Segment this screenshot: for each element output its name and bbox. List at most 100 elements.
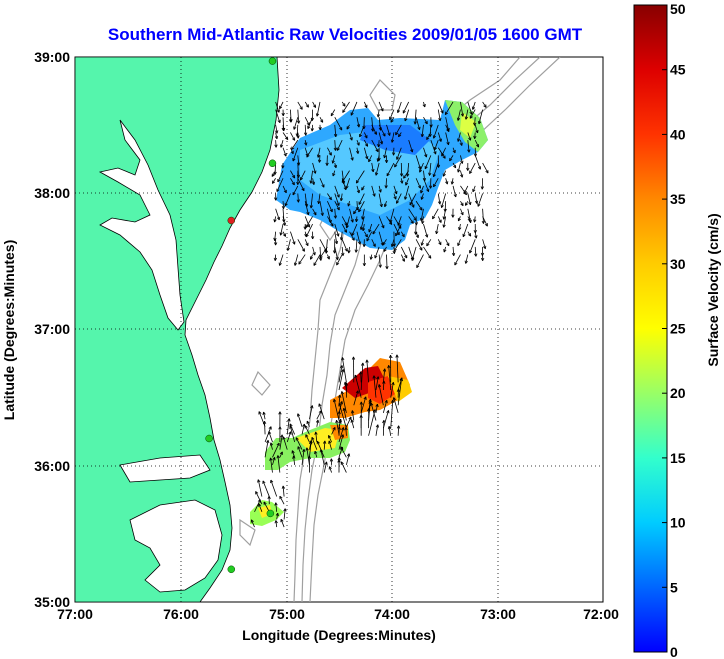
velocity-arrow-head — [430, 185, 433, 189]
velocity-arrow — [312, 208, 317, 216]
velocity-arrow-head — [296, 133, 299, 137]
albemarle-sound — [119, 454, 211, 483]
velocity-arrow — [452, 246, 455, 256]
velocity-arrow — [350, 101, 358, 116]
velocity-arrow-head — [394, 165, 398, 168]
velocity-arrow — [340, 446, 347, 458]
velocity-arrow — [358, 193, 365, 205]
velocity-arrow — [318, 155, 321, 163]
velocity-arrow-head — [342, 110, 346, 113]
velocity-arrow-head — [306, 203, 309, 207]
velocity-arrow-head — [355, 390, 359, 394]
velocity-arrow — [270, 442, 273, 450]
velocity-arrow — [344, 381, 347, 391]
velocity-arrow — [426, 239, 432, 247]
velocity-arrow — [482, 239, 486, 249]
velocity-arrow — [316, 419, 319, 427]
velocity-arrow — [275, 502, 278, 512]
velocity-arrow — [462, 223, 469, 237]
velocity-arrow-head — [367, 408, 370, 412]
velocity-arrow-head — [366, 238, 370, 242]
velocity-arrow-head — [359, 401, 362, 405]
velocity-arrow-head — [360, 227, 364, 230]
velocity-arrow — [338, 365, 343, 383]
velocity-arrow-head — [448, 128, 450, 132]
velocity-arrow — [334, 124, 337, 137]
velocity-arrow — [331, 427, 336, 435]
velocity-arrow — [395, 223, 402, 237]
velocity-arrow-head — [483, 220, 486, 224]
velocity-arrow — [277, 170, 284, 183]
velocity-arrow-head — [448, 141, 450, 145]
velocity-arrow — [391, 132, 395, 143]
velocity-arrow — [328, 435, 332, 443]
velocity-arrow — [382, 239, 387, 246]
velocity-arrow-head — [382, 243, 386, 246]
velocity-arrow-head — [281, 485, 284, 489]
velocity-arrow — [270, 457, 273, 473]
velocity-arrow — [391, 239, 395, 247]
velocity-arrow — [363, 117, 365, 129]
velocity-arrow-head — [297, 181, 300, 185]
velocity-arrow — [393, 397, 399, 413]
colorbar — [633, 4, 668, 653]
velocity-arrow — [437, 101, 444, 114]
velocity-arrow-head — [420, 218, 424, 222]
velocity-arrow-head — [278, 411, 281, 415]
velocity-arrow-head — [305, 234, 309, 238]
velocity-arrow-head — [381, 203, 383, 207]
velocity-arrow — [400, 254, 405, 262]
velocity-arrow-head — [472, 107, 476, 110]
velocity-arrow — [474, 193, 478, 204]
colorbar-tick-label: 0 — [670, 644, 678, 659]
velocity-arrow — [386, 162, 395, 177]
velocity-arrow — [293, 455, 296, 465]
velocity-arrow — [334, 200, 340, 211]
velocity-arrow — [469, 239, 476, 254]
velocity-arrow — [312, 246, 316, 256]
velocity-arrow-head — [372, 168, 375, 173]
velocity-arrow-head — [275, 144, 278, 148]
velocity-arrow — [421, 124, 424, 137]
velocity-arrow-head — [367, 155, 369, 160]
velocity-arrow — [327, 147, 332, 156]
x-axis-label: Longitude (Degrees:Minutes) — [242, 627, 436, 643]
velocity-arrow — [341, 239, 348, 252]
velocity-arrow — [309, 441, 312, 450]
velocity-arrow-head — [337, 411, 340, 415]
velocity-arrow-head — [292, 192, 296, 196]
velocity-arrow-head — [457, 243, 461, 247]
velocity-arrow-head — [384, 204, 388, 208]
velocity-arrow-head — [312, 236, 315, 240]
velocity-arrow-head — [268, 426, 272, 429]
velocity-arrow-head — [433, 135, 437, 139]
velocity-arrow-head — [383, 249, 387, 252]
velocity-arrow-head — [401, 173, 404, 177]
velocity-arrow-head — [342, 408, 345, 412]
velocity-arrow-head — [340, 391, 343, 395]
velocity-arrow — [279, 254, 284, 266]
velocity-arrow-head — [298, 162, 301, 166]
velocity-arrow — [467, 132, 471, 141]
velocity-arrow — [330, 109, 336, 117]
velocity-arrow — [415, 117, 420, 130]
velocity-arrow-head — [350, 419, 352, 423]
velocity-arrow — [287, 239, 291, 251]
velocity-arrow-head — [262, 411, 264, 416]
velocity-arrow — [268, 431, 273, 443]
x-tick-label: 72:00 — [583, 606, 619, 622]
velocity-arrow — [297, 155, 300, 166]
velocity-arrow-head — [334, 250, 337, 254]
velocity-arrow-head — [315, 419, 319, 423]
velocity-arrow-head — [455, 193, 457, 198]
velocity-arrow — [299, 170, 306, 181]
velocity-arrow-head — [461, 160, 464, 164]
velocity-arrow — [290, 132, 296, 141]
velocity-arrow — [279, 451, 283, 458]
velocity-arrow-head — [386, 266, 389, 270]
velocity-arrow-head — [475, 153, 478, 157]
velocity-arrow-head — [397, 110, 401, 114]
velocity-arrow-head — [396, 425, 400, 429]
velocity-arrow — [437, 147, 446, 159]
velocity-arrow-head — [330, 113, 334, 117]
